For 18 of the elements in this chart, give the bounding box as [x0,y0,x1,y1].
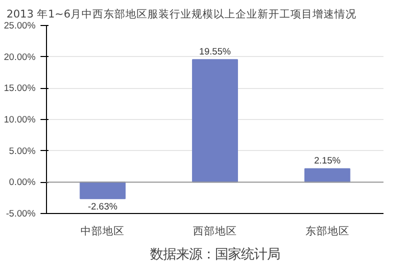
y-tick-label: 20.00% [4,52,36,62]
source-note: 数据来源：国家统计局 [150,246,280,262]
y-tick-label: 15.00% [4,83,36,94]
y-tick-label: 0.00% [9,177,36,188]
bar [304,168,350,183]
y-tick-label: 25.00% [4,20,36,30]
x-tick-label: 中部地区 [80,224,125,238]
y-tick-label: 10.00% [4,114,36,124]
data-label: 2.15% [314,156,341,166]
chart-title: 2013 年1~6月中西东部地区服装行业规模以上企业新开工项目增速情况 [6,8,356,20]
x-tick-label: 西部地区 [193,224,237,238]
bar [80,182,126,200]
x-tick-label: 东部地区 [305,224,350,238]
data-label: -2.63% [88,202,118,212]
y-tick-label: -5.00% [6,208,36,218]
data-label: 19.55% [199,46,231,57]
bar [192,59,238,183]
y-tick-label: 5.00% [9,146,36,156]
